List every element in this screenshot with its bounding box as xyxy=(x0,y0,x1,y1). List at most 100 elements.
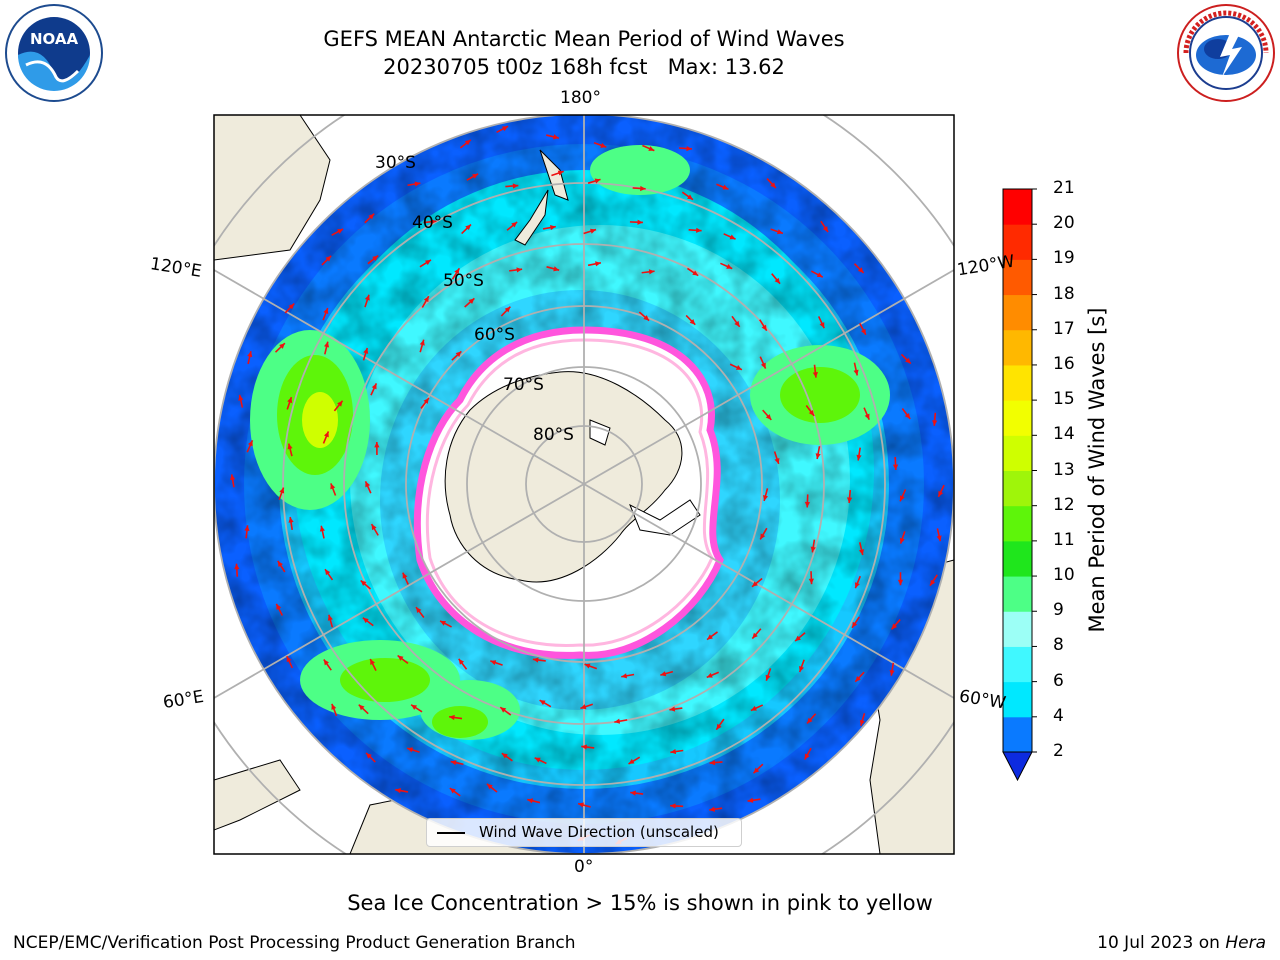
wave-direction-arrow-head xyxy=(747,797,754,803)
wave-direction-arrow-head xyxy=(374,441,380,448)
wave-direction-arrow-head xyxy=(449,714,455,721)
wave-direction-arrow-head xyxy=(440,620,447,626)
wave-direction-arrow-head xyxy=(899,495,905,502)
wave-direction-arrow-head xyxy=(812,371,818,378)
wave-direction-arrow-head xyxy=(279,343,285,349)
wave-direction-arrow-head xyxy=(670,748,677,755)
wave-direction-arrow-head xyxy=(360,580,367,586)
wave-direction-arrow-head xyxy=(486,783,493,790)
wave-direction-arrow-head xyxy=(637,219,643,225)
lon-label-bottom: 0° xyxy=(574,857,594,877)
colorbar-segment xyxy=(1003,259,1032,296)
lat-label-60s: 60°S xyxy=(474,325,515,345)
colorbar-tick-label: 11 xyxy=(1053,529,1075,550)
lat-label-70s: 70°S xyxy=(503,375,544,395)
wave-direction-arrow-head xyxy=(288,303,295,310)
wave-direction-arrow-head xyxy=(454,268,460,275)
wave-direction-arrow-head xyxy=(500,707,507,713)
wave-direction-arrow-head xyxy=(726,264,733,269)
wave-direction-arrow-head xyxy=(325,255,332,262)
land-new-zealand-south xyxy=(514,189,549,246)
colorbar-segment xyxy=(1003,435,1032,471)
land-madagascar xyxy=(214,759,301,831)
wave-direction-arrow-head xyxy=(750,705,757,711)
wave-direction-arrow-head xyxy=(458,658,465,665)
wave-direction-arrow-head xyxy=(581,744,587,750)
wave-direction-arrow-head xyxy=(765,674,771,681)
wave-direction-arrow-head xyxy=(854,582,860,589)
colorbar-segment xyxy=(1003,470,1032,507)
wave-direction-arrow-head xyxy=(855,675,861,682)
wave-direction-arrow-head xyxy=(325,569,331,576)
wave-direction-arrow-head xyxy=(795,635,801,642)
wave-direction-arrow-head xyxy=(580,704,587,710)
wave-direction-arrow-head xyxy=(532,657,539,663)
colorbar-segment xyxy=(1003,505,1032,542)
wave-direction-arrow-head xyxy=(363,347,369,354)
wave-direction-arrow-head xyxy=(527,798,534,804)
legend-label: Wind Wave Direction (unscaled) xyxy=(479,823,719,841)
svg-text:NOAA: NOAA xyxy=(30,30,79,48)
colorbar-tick-label: 20 xyxy=(1053,213,1075,234)
wave-direction-arrow-head xyxy=(630,790,636,796)
wave-direction-arrow-head xyxy=(594,178,601,184)
colorbar-segment xyxy=(1003,716,1032,753)
wave-direction-arrow-head xyxy=(372,255,379,262)
wave-direction-arrow-head xyxy=(276,603,282,610)
wave-direction-arrow-head xyxy=(892,464,899,470)
wave-direction-arrow-head xyxy=(534,757,541,763)
wave-direction-arrow-head xyxy=(932,420,938,426)
wave-direction-arrow-head xyxy=(774,277,781,284)
wave-direction-arrow-head xyxy=(936,535,942,542)
wave-direction-arrow-head xyxy=(752,581,758,587)
lat-label-80s: 80°S xyxy=(533,425,574,445)
lon-label-top: 180° xyxy=(560,88,601,108)
wave-direction-arrow-head xyxy=(776,229,783,235)
wave-direction-arrow-head xyxy=(414,181,421,187)
wave-direction-arrow-head xyxy=(891,623,898,630)
wave-direction-arrow-head xyxy=(614,718,621,724)
wave-direction-arrow-head xyxy=(819,322,825,329)
wave-direction-arrow-head xyxy=(696,227,702,233)
wave-direction-arrow-head xyxy=(729,234,736,240)
wave-direction-arrow-head xyxy=(371,524,377,531)
colorbar-segment xyxy=(1003,224,1032,260)
wave-direction-arrow-head xyxy=(287,443,293,450)
wave-direction-arrow-head xyxy=(858,549,865,556)
colorbar-tick-label: 13 xyxy=(1053,459,1075,480)
wave-direction-arrow-head xyxy=(279,487,285,494)
wave-direction-arrow-head xyxy=(600,142,607,148)
wave-direction-arrow-head xyxy=(584,663,591,669)
colorbar-extend-triangle xyxy=(1002,751,1033,782)
colorbar-tick-label: 12 xyxy=(1053,494,1075,515)
wave-direction-arrow-head xyxy=(364,294,370,301)
wave-direction-arrow-head xyxy=(319,525,325,532)
wave-direction-arrow-head xyxy=(648,146,655,151)
wave-direction-arrow-head xyxy=(464,139,471,146)
wave-direction-arrow-head xyxy=(687,194,693,200)
colorbar-segment xyxy=(1003,576,1032,612)
graticule xyxy=(214,115,954,854)
land-australia xyxy=(214,115,331,261)
wave-direction-arrow-head xyxy=(286,656,292,663)
colorbar-label: Mean Period of Wind Waves [s] xyxy=(1085,307,1109,633)
wave-direction-arrow-head xyxy=(277,560,283,567)
lat-label-30s: 30°S xyxy=(375,153,416,173)
wave-direction-arrow-head xyxy=(761,324,767,331)
wave-direction-arrow-head xyxy=(337,229,344,234)
lat-label-40s: 40°S xyxy=(412,213,453,233)
wave-direction-arrow-head xyxy=(808,409,815,416)
wave-direction-arrow-head xyxy=(230,474,236,481)
wave-direction-arrow-head xyxy=(287,397,293,404)
wave-direction-arrow-head xyxy=(331,703,337,710)
wave-direction-arrow-head xyxy=(689,319,696,325)
wave-direction-arrow-head xyxy=(760,533,766,540)
colorbar xyxy=(1002,188,1037,782)
wave-direction-arrow-head xyxy=(774,457,780,464)
wave-direction-arrow-head xyxy=(852,621,858,628)
wave-direction-arrow-head xyxy=(856,454,862,461)
colorbar-segment xyxy=(1003,400,1032,436)
wave-direction-arrow-head xyxy=(853,369,859,376)
colorbar-segment xyxy=(1003,681,1032,718)
